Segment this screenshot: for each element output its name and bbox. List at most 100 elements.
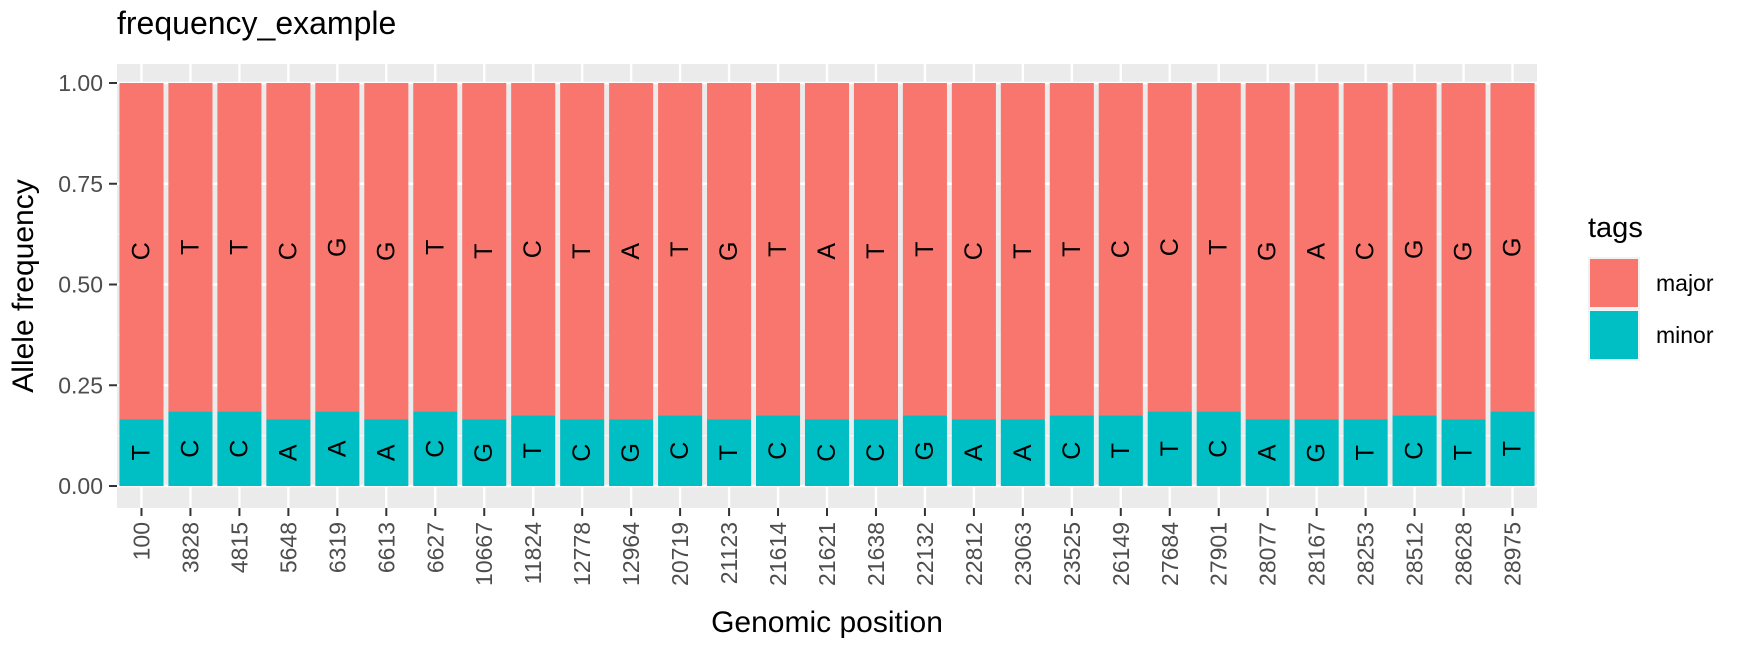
- x-tick-label: 21621: [814, 522, 840, 586]
- bar-minor: [1441, 419, 1486, 486]
- bar-label-major: T: [568, 244, 596, 259]
- bar-major: [609, 83, 654, 420]
- bar-minor: [1294, 419, 1339, 486]
- x-tick-label: 6613: [373, 522, 399, 573]
- x-tick-label: 22812: [961, 522, 987, 586]
- bar-minor: [1392, 415, 1437, 486]
- bar-label-minor: T: [1156, 441, 1184, 456]
- bar-label-major: T: [1009, 244, 1037, 259]
- bar-label-minor: C: [1058, 442, 1086, 460]
- y-tick-label: 0.25: [58, 372, 103, 398]
- bar-label-minor: T: [1352, 445, 1380, 460]
- bar-label-major: C: [1107, 240, 1135, 258]
- bar-label-minor: A: [1254, 444, 1282, 461]
- bar-major: [1441, 83, 1486, 420]
- x-tick-label: 100: [128, 522, 154, 560]
- bar-major: [902, 83, 947, 416]
- bar-label-minor: C: [813, 444, 841, 462]
- x-tick-label: 20719: [667, 522, 693, 586]
- bar-label-minor: C: [1205, 440, 1233, 458]
- x-tick-label: 28077: [1255, 522, 1281, 586]
- x-tick-label: 26149: [1108, 522, 1134, 586]
- bars: [119, 83, 1535, 486]
- bar-label-major: T: [666, 242, 694, 257]
- bar-major: [315, 83, 360, 412]
- bar-label-major: T: [862, 244, 890, 259]
- bar-minor: [609, 419, 654, 486]
- bar-label-minor: T: [519, 443, 547, 458]
- y-tick-label: 0.50: [58, 272, 103, 298]
- bar-label-minor: A: [960, 444, 988, 461]
- x-tick-label: 11824: [520, 522, 546, 584]
- bar-label-minor: C: [421, 440, 449, 458]
- bar-major: [804, 83, 850, 420]
- x-tick-label: 28975: [1500, 522, 1526, 586]
- bar-major: [1343, 83, 1388, 420]
- bar-minor: [364, 419, 409, 486]
- bar-label-major: G: [323, 237, 351, 256]
- bar-major: [1245, 83, 1290, 420]
- bar-label-minor: C: [764, 442, 792, 460]
- bar-major: [1147, 83, 1192, 412]
- bar-major: [266, 83, 311, 420]
- x-tick-label: 27684: [1157, 522, 1183, 586]
- bar-minor: [1490, 411, 1535, 486]
- x-tick-label: 21123: [716, 522, 742, 584]
- bar-label-major: A: [813, 243, 841, 260]
- bar-label-major: T: [225, 240, 253, 255]
- bar-minor: [1245, 419, 1290, 486]
- bar-major: [168, 83, 213, 412]
- bar-major: [511, 83, 556, 416]
- bar-major: [707, 83, 752, 420]
- bar-label-major: G: [1254, 242, 1282, 261]
- bar-label-minor: C: [862, 444, 890, 462]
- bar-label-minor: C: [568, 444, 596, 462]
- bar-label-minor: T: [1450, 445, 1478, 460]
- bar-label-minor: T: [127, 445, 155, 460]
- y-tick-label: 0.75: [58, 171, 103, 197]
- bar-label-minor: C: [1401, 442, 1429, 460]
- bar-label-minor: G: [1303, 443, 1331, 462]
- x-tick-label: 28167: [1304, 522, 1330, 586]
- x-tick-label: 23063: [1010, 522, 1036, 586]
- bar-minor: [1343, 419, 1388, 486]
- x-tick-label: 6319: [324, 522, 350, 573]
- bar-major: [756, 83, 801, 416]
- bar-label-major: C: [274, 242, 302, 260]
- bar-minor: [119, 419, 164, 486]
- bar-label-minor: C: [176, 440, 204, 458]
- bar-major: [1294, 83, 1339, 420]
- x-axis: 100 3828 4815 5648 6319 6613 6627 10667 11824 127…: [128, 508, 1526, 586]
- x-tick-label: 22132: [912, 522, 938, 586]
- bar-label-major: C: [1156, 238, 1184, 256]
- legend-label-major: major: [1656, 270, 1714, 296]
- bar-minor: [1147, 411, 1192, 486]
- x-tick-label: 21614: [765, 522, 791, 586]
- bar-minor: [1098, 415, 1143, 486]
- bar-label-major: T: [911, 242, 939, 257]
- bar-major: [119, 83, 164, 420]
- bar-major: [951, 83, 996, 420]
- bar-minor: [1049, 415, 1094, 486]
- bar-label-minor: G: [617, 443, 645, 462]
- bar-major: [658, 83, 703, 416]
- bar-label-major: G: [372, 242, 400, 261]
- bar-label-minor: A: [323, 440, 351, 457]
- bar-label-minor: C: [666, 442, 694, 460]
- bar-minor: [1196, 411, 1241, 486]
- bar-label-minor: T: [1107, 443, 1135, 458]
- legend-label-minor: minor: [1656, 322, 1714, 348]
- x-tick-label: 28628: [1451, 522, 1477, 586]
- bar-major: [853, 83, 898, 420]
- bar-label-major: C: [960, 242, 988, 260]
- bar-label-minor: C: [225, 440, 253, 458]
- bar-label-major: C: [519, 240, 547, 258]
- x-axis-title: Genomic position: [711, 606, 943, 639]
- x-tick-label: 23525: [1059, 522, 1085, 586]
- bar-label-major: T: [470, 244, 498, 259]
- bar-major: [1000, 83, 1045, 420]
- y-axis: 0.00 0.25 0.50 0.75 1.00: [58, 70, 117, 499]
- x-tick-label: 28512: [1402, 522, 1428, 586]
- chart-title: frequency_example: [117, 5, 396, 41]
